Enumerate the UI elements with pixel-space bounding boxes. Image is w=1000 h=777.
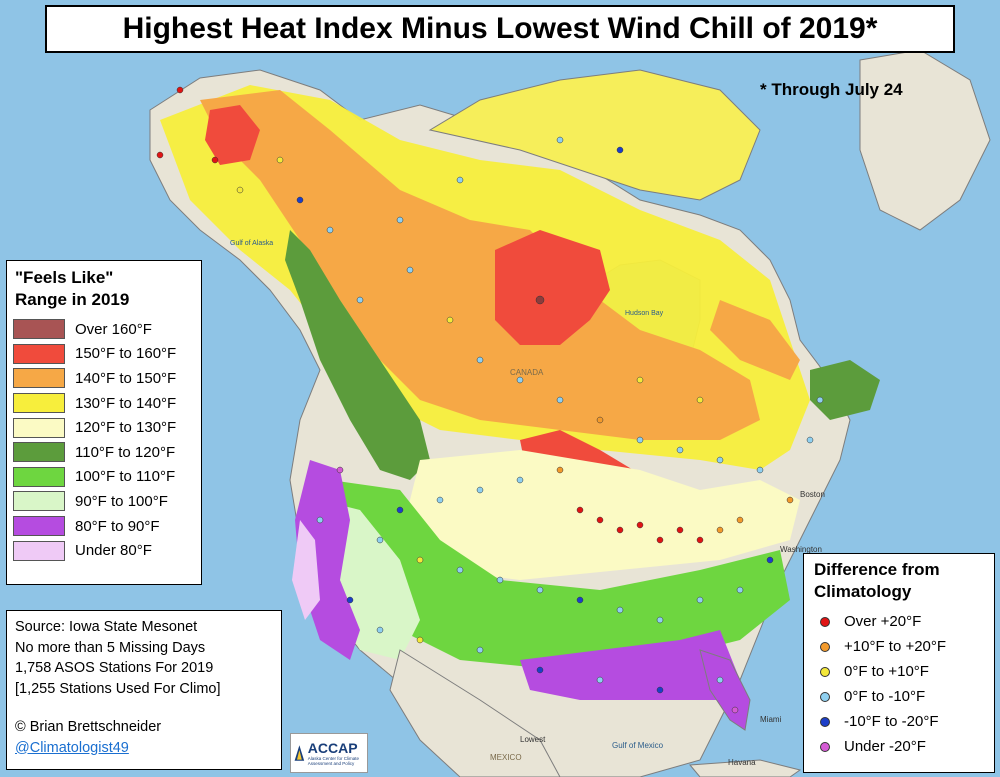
- legend-label: 90°F to 100°F: [75, 492, 168, 510]
- difference-title-line2: Climatology: [814, 582, 912, 601]
- legend-label: 110°F to 120°F: [75, 443, 176, 461]
- legend-item: 120°F to 130°F: [7, 415, 201, 440]
- difference-item: Under -20°F: [804, 734, 994, 759]
- zone-100-110-us: [330, 480, 790, 670]
- difference-item: 0°F to +10°F: [804, 659, 994, 684]
- source-spacer: [15, 699, 281, 717]
- difference-dot: [820, 666, 830, 677]
- place-label-gulf-mexico: Gulf of Mexico: [612, 741, 664, 750]
- legend-items: Over 160°F 150°F to 160°F 140°F to 150°F…: [7, 317, 201, 563]
- difference-label: Under -20°F: [844, 738, 926, 755]
- legend-item: Under 80°F: [7, 538, 201, 563]
- difference-dot: [820, 691, 830, 702]
- place-label-lowest: Lowest: [520, 735, 546, 744]
- difference-label: Over +20°F: [844, 613, 922, 630]
- legend-item: Over 160°F: [7, 317, 201, 342]
- legend-label: 120°F to 130°F: [75, 419, 177, 437]
- legend-label: 100°F to 110°F: [75, 468, 176, 486]
- difference-dot: [820, 741, 830, 752]
- legend-title: "Feels Like" Range in 2019: [7, 261, 201, 311]
- legend-swatch: [13, 319, 65, 340]
- legend-label: Over 160°F: [75, 320, 152, 338]
- legend-item: 80°F to 90°F: [7, 514, 201, 539]
- legend-swatch: [13, 516, 65, 537]
- difference-title-line1: Difference from: [814, 560, 940, 579]
- land-cuba: [688, 759, 802, 777]
- difference-item: -10°F to -20°F: [804, 709, 994, 734]
- legend-item: 140°F to 150°F: [7, 366, 201, 391]
- legend-title-line2: Range in 2019: [15, 290, 130, 309]
- author-credit: © Brian Brettschneider: [15, 719, 162, 735]
- legend-swatch: [13, 343, 65, 364]
- land-mexico: [389, 649, 561, 777]
- station-dots: [156, 86, 824, 714]
- legend-swatch: [13, 368, 65, 389]
- land-greenland: [859, 49, 991, 231]
- zone-110-120-coast: [285, 230, 430, 480]
- place-label-washington: Washington: [780, 545, 822, 554]
- difference-item: +10°F to +20°F: [804, 634, 994, 659]
- legend-swatch: [13, 417, 65, 438]
- difference-dot: [820, 641, 830, 652]
- accap-logo: ACCAP Alaska Center for Climate Assessme…: [290, 733, 368, 773]
- legend-swatch: [13, 491, 65, 512]
- place-label-mexico: MEXICO: [490, 753, 522, 762]
- place-label-gulf-alaska: Gulf of Alaska: [230, 240, 273, 247]
- legend-label: 140°F to 150°F: [75, 369, 177, 387]
- source-line: No more than 5 Missing Days: [15, 639, 206, 656]
- accap-subtitle: Alaska Center for Climate Assessment and…: [307, 756, 360, 766]
- place-label-hudson-bay: Hudson Bay: [625, 310, 664, 317]
- zone-110-120-maritime: [810, 360, 880, 420]
- legend-swatch: [13, 466, 65, 487]
- zone-120-130-northeast: [710, 300, 800, 380]
- place-label-canada: CANADA: [510, 368, 544, 377]
- legend-title-line1: "Feels Like": [15, 268, 114, 287]
- legend-item: 110°F to 120°F: [7, 440, 201, 465]
- legend-swatch: [13, 442, 65, 463]
- feels-like-legend: "Feels Like" Range in 2019 Over 160°F 15…: [6, 260, 202, 585]
- difference-items: Over +20°F +10°F to +20°F 0°F to +10°F 0…: [804, 609, 994, 759]
- difference-label: -10°F to -20°F: [844, 713, 939, 730]
- zone-120-130-plains: [400, 450, 800, 580]
- source-line: Source: Iowa State Mesonet: [15, 619, 198, 635]
- difference-label: 0°F to -10°F: [844, 688, 926, 705]
- place-label-boston: Boston: [800, 490, 825, 499]
- zone-150-160-alaska: [205, 105, 260, 165]
- zone-140-150: [200, 90, 760, 440]
- zone-80-90-gulf: [520, 630, 740, 700]
- legend-label: 150°F to 160°F: [75, 345, 177, 363]
- legend-item: 90°F to 100°F: [7, 489, 201, 514]
- difference-label: +10°F to +20°F: [844, 638, 947, 655]
- difference-dot: [820, 716, 830, 727]
- difference-item: Over +20°F: [804, 609, 994, 634]
- source-line: 1,758 ASOS Stations For 2019: [15, 660, 214, 676]
- legend-swatch: [13, 540, 65, 561]
- zone-under-80: [292, 520, 320, 620]
- difference-legend: Difference from Climatology Over +20°F +…: [803, 553, 995, 773]
- zone-150-160-hudson: [495, 230, 610, 345]
- place-label-havana: Havana: [728, 758, 756, 767]
- legend-item: 150°F to 160°F: [7, 342, 201, 367]
- legend-swatch: [13, 393, 65, 414]
- source-line: [1,255 Stations Used For Climo]: [15, 680, 221, 697]
- legend-label: 80°F to 90°F: [75, 517, 160, 535]
- difference-title: Difference from Climatology: [804, 554, 994, 603]
- place-label-miami: Miami: [760, 715, 782, 724]
- legend-label: Under 80°F: [75, 542, 152, 560]
- difference-dot: [820, 616, 830, 627]
- accap-emblem-icon: [294, 745, 305, 761]
- land-arctic-islands: [428, 69, 761, 201]
- accap-name: ACCAP: [307, 740, 358, 756]
- map-title: Highest Heat Index Minus Lowest Wind Chi…: [45, 5, 955, 53]
- twitter-handle-link[interactable]: @Climatologist49: [15, 739, 129, 756]
- source-box: Source: Iowa State Mesonet No more than …: [6, 610, 282, 770]
- legend-item: 100°F to 110°F: [7, 465, 201, 490]
- difference-label: 0°F to +10°F: [844, 663, 929, 680]
- legend-label: 130°F to 140°F: [75, 394, 177, 412]
- difference-item: 0°F to -10°F: [804, 684, 994, 709]
- through-date-note: * Through July 24: [760, 80, 903, 99]
- legend-item: 130°F to 140°F: [7, 391, 201, 416]
- accap-text: ACCAP Alaska Center for Climate Assessme…: [308, 740, 367, 766]
